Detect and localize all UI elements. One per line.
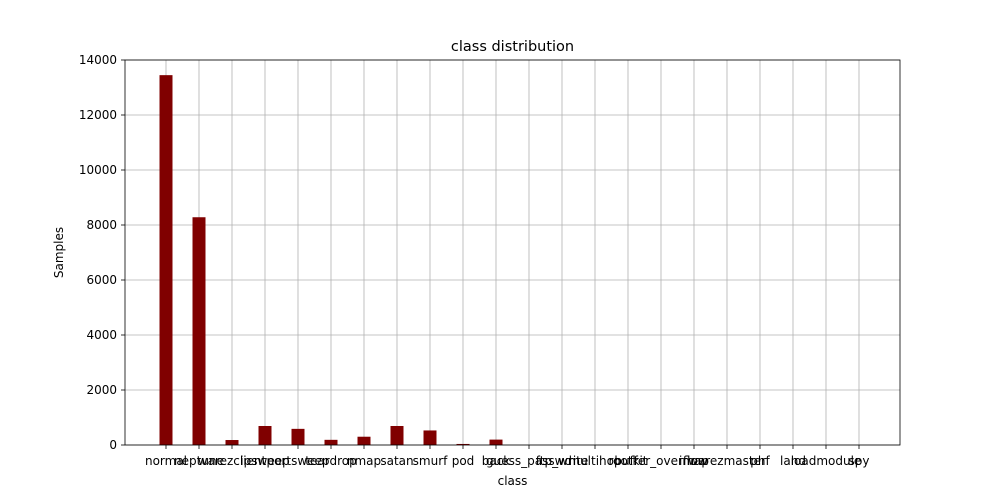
y-tick-label: 2000 xyxy=(86,383,117,397)
x-tick-label: multihop xyxy=(568,454,621,468)
bar xyxy=(324,439,338,445)
bar xyxy=(291,428,305,445)
bar xyxy=(159,75,173,445)
x-tick-label: spy xyxy=(849,454,870,468)
x-tick-label: land xyxy=(780,454,806,468)
x-tick-label: buffer_overflow xyxy=(614,454,707,468)
y-tick-label: 14000 xyxy=(79,53,117,67)
axis-ticks: normalneptunewarezclientipsweepportsweep… xyxy=(79,53,870,468)
x-tick-label: guess_passwd xyxy=(486,454,572,468)
y-tick-label: 0 xyxy=(109,438,117,452)
y-tick-label: 4000 xyxy=(86,328,117,342)
bar xyxy=(225,440,239,445)
x-tick-label: normal xyxy=(145,454,187,468)
bar xyxy=(192,217,206,445)
y-tick-label: 6000 xyxy=(86,273,117,287)
x-tick-label: imap xyxy=(679,454,709,468)
x-tick-label: neptune xyxy=(174,454,224,468)
grid-lines xyxy=(125,59,900,446)
bar xyxy=(423,430,437,445)
x-tick-label: back xyxy=(482,454,511,468)
y-tick-label: 12000 xyxy=(79,108,117,122)
x-tick-label: loadmodule xyxy=(791,454,862,468)
bar xyxy=(258,425,272,445)
bar xyxy=(357,436,371,445)
bar xyxy=(456,443,470,445)
x-tick-label: rootkit xyxy=(608,454,647,468)
y-tick-label: 8000 xyxy=(86,218,117,232)
x-tick-label: ipsweep xyxy=(240,454,289,468)
chart-title: class distribution xyxy=(451,39,574,55)
bar xyxy=(390,425,404,445)
x-tick-label: teardrop xyxy=(305,454,356,468)
x-tick-label: satan xyxy=(380,454,413,468)
x-tick-label: nmap xyxy=(347,454,381,468)
plot-frame xyxy=(124,59,901,446)
x-tick-label: warezmaster xyxy=(688,454,766,468)
x-tick-label: ftp_write xyxy=(536,454,589,468)
x-tick-label: portsweep xyxy=(266,454,329,468)
x-tick-label: warezclient xyxy=(198,454,267,468)
x-tick-label: smurf xyxy=(413,454,448,468)
x-tick-label: phf xyxy=(750,454,770,468)
bars xyxy=(159,75,503,445)
y-tick-label: 10000 xyxy=(79,163,117,177)
bar xyxy=(489,439,503,445)
y-axis-label: Samples xyxy=(52,227,66,278)
x-tick-label: pod xyxy=(452,454,475,468)
x-axis-label: class xyxy=(498,474,528,488)
